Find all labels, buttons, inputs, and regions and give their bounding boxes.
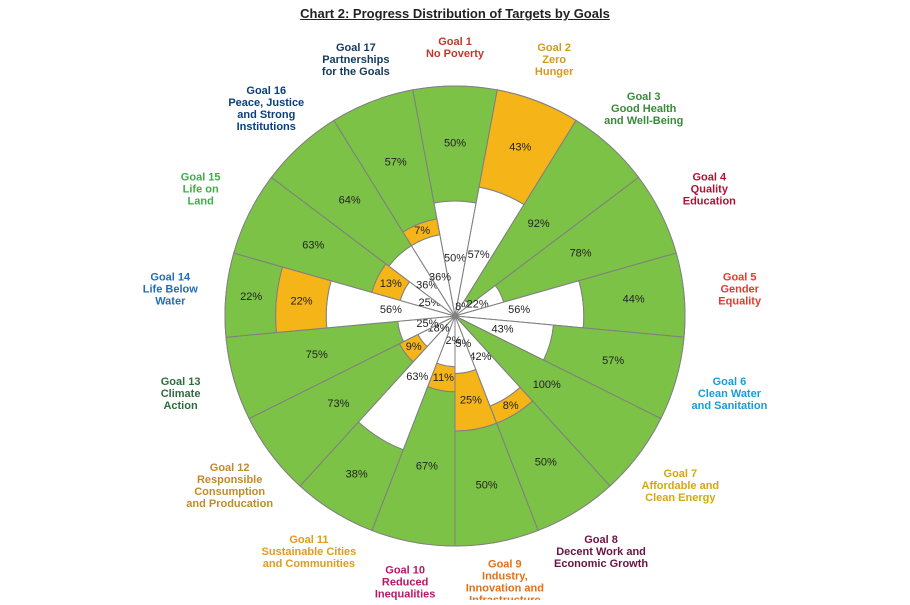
segment-value: 38% xyxy=(346,469,368,481)
goal-label: and Sanitation xyxy=(692,400,768,412)
goal-label: Goal 10 xyxy=(385,565,425,577)
goal-label: No Poverty xyxy=(426,48,485,60)
segment-value: 43% xyxy=(509,142,531,154)
segment-value: 50% xyxy=(476,479,498,491)
goal-label: Economic Growth xyxy=(554,558,648,570)
goal-label: Goal 17 xyxy=(336,42,376,54)
goal-label: Quality xyxy=(691,183,729,195)
segment-value: 22% xyxy=(291,296,313,308)
segment-value: 43% xyxy=(492,323,514,335)
segment-value: 57% xyxy=(385,157,407,169)
segment-value: 11% xyxy=(433,372,454,384)
goal-label: Goal 9 xyxy=(488,559,522,571)
goal-label: Goal 4 xyxy=(693,171,728,183)
segment-value: 44% xyxy=(623,293,645,305)
goal-label: Goal 8 xyxy=(584,534,618,546)
goal-label: Goal 15 xyxy=(181,171,221,183)
goal-label: Zero xyxy=(542,54,566,66)
segment-value: 73% xyxy=(327,398,349,410)
segment-value: 64% xyxy=(339,194,361,206)
goal-label: Gender xyxy=(720,284,759,296)
goal-label: Climate xyxy=(161,388,201,400)
segment-value: 8% xyxy=(503,400,519,412)
goal-label: and Communities xyxy=(263,558,355,570)
goal-label: Peace, Justice xyxy=(228,97,304,109)
goal-label: Water xyxy=(155,296,186,308)
goal-label: Goal 16 xyxy=(246,85,286,97)
goal-label: Goal 7 xyxy=(664,468,698,480)
segment-value: 57% xyxy=(602,355,624,367)
segment-value: 63% xyxy=(302,239,324,251)
goal-label: Goal 1 xyxy=(438,36,472,48)
segment-value: 78% xyxy=(570,247,592,259)
segment-value: 56% xyxy=(508,304,530,316)
goal-label: Innovation and xyxy=(466,583,544,595)
segment-value: 50% xyxy=(444,137,466,149)
goal-label: Institutions xyxy=(237,121,296,133)
segment-value: 36% xyxy=(429,271,451,283)
segment-value: 50% xyxy=(444,252,466,264)
goal-label: Clean Water xyxy=(698,388,762,400)
goal-label: Equality xyxy=(718,296,762,308)
goal-label: Goal 14 xyxy=(150,272,191,284)
goal-label: and Producation xyxy=(186,498,273,510)
segment-value: 63% xyxy=(406,371,428,383)
goal-label: Good Health xyxy=(611,103,677,115)
segment-value: 75% xyxy=(306,349,328,361)
goal-label: Goal 13 xyxy=(161,376,201,388)
segment-value: 9% xyxy=(406,341,422,353)
segment-value: 25% xyxy=(460,395,482,407)
segment-value: 7% xyxy=(414,225,430,237)
goal-label: Land xyxy=(188,195,214,207)
goal-label: Education xyxy=(683,195,736,207)
goal-label: Infrastructure xyxy=(469,595,541,600)
goal-label: Industry, xyxy=(482,571,528,583)
segment-value: 57% xyxy=(468,249,490,261)
goal-label: Goal 12 xyxy=(210,462,250,474)
goal-label: Consumption xyxy=(194,486,265,498)
goal-label: Goal 5 xyxy=(723,272,757,284)
goal-label: Decent Work and xyxy=(556,546,646,558)
goal-label: Reduced xyxy=(382,577,428,589)
segment-value: 92% xyxy=(528,218,550,230)
segment-value: 22% xyxy=(240,291,262,303)
goal-label: and Strong xyxy=(237,109,295,121)
segment-value: 56% xyxy=(380,304,402,316)
goal-label: Life Below xyxy=(143,284,198,296)
goal-label: Responsible xyxy=(197,474,262,486)
goal-label: Goal 3 xyxy=(627,91,661,103)
segment-value: 13% xyxy=(380,278,402,290)
segment-value: 100% xyxy=(533,379,561,391)
goal-label: and Well-Being xyxy=(604,115,683,127)
goal-label: Sustainable Cities xyxy=(262,546,357,558)
goal-label: Life on xyxy=(183,183,219,195)
goal-label: Inequalities xyxy=(375,589,436,600)
goal-label: Action xyxy=(163,400,198,412)
goal-label: Goal 11 xyxy=(289,534,328,546)
goal-label: for the Goals xyxy=(322,66,390,78)
goal-label: Affordable and xyxy=(642,480,720,492)
chart-title: Chart 2: Progress Distribution of Target… xyxy=(0,6,910,21)
goal-label: Partnerships xyxy=(322,54,389,66)
segment-value: 67% xyxy=(416,460,438,472)
goal-label: Goal 6 xyxy=(713,376,747,388)
goal-label: Goal 2 xyxy=(537,42,571,54)
goal-label: Hunger xyxy=(535,66,574,78)
segment-value: 50% xyxy=(535,457,557,469)
goal-label: Clean Energy xyxy=(645,492,716,504)
polar-chart: 50% 50% Goal 1No Poverty 57% 43% Goal 2ZeroHu… xyxy=(0,20,910,600)
